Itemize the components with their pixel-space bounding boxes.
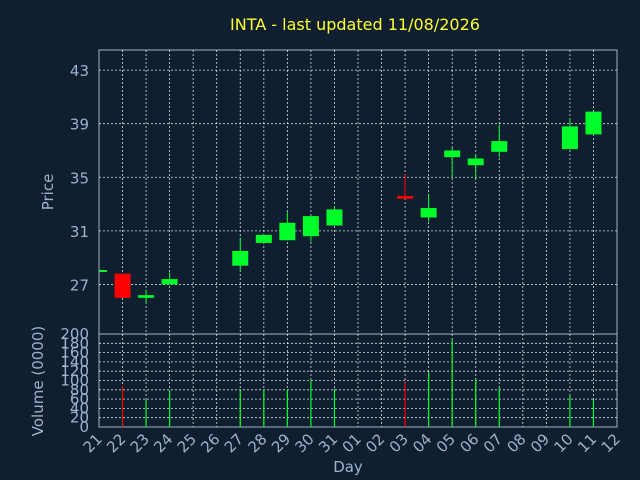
x-tick-label: 24 (150, 430, 176, 456)
x-tick-label: 01 (339, 430, 365, 456)
volume-tick-label: 100 (60, 372, 89, 390)
volume-panel: 0204060801001201401601802002122232425262… (60, 325, 623, 456)
price-candle (114, 273, 131, 298)
price-candle (302, 216, 319, 237)
price-candle (420, 208, 437, 218)
price-candle (138, 295, 155, 298)
x-tick-label: 05 (433, 430, 459, 456)
x-tick-label: 07 (480, 430, 506, 456)
volume-tick-label: 160 (60, 344, 89, 362)
x-tick-label: 06 (456, 430, 482, 456)
x-axis-label: Day (333, 458, 363, 476)
volume-tick-label: 120 (60, 362, 89, 380)
price-candle (397, 196, 414, 199)
x-tick-label: 10 (551, 430, 577, 456)
volume-axis-label: Volume (0000) (29, 326, 47, 436)
price-candle (255, 234, 272, 243)
x-tick-label: 23 (127, 430, 153, 456)
price-panel: 27 31 35 39 43 (70, 49, 618, 335)
price-tick-label: 27 (70, 276, 89, 294)
x-tick-label: 28 (244, 430, 270, 456)
volume-tick-label: 60 (70, 390, 89, 408)
x-tick-label: 29 (268, 430, 294, 456)
price-tick-label: 39 (70, 116, 89, 134)
price-candle (161, 279, 178, 285)
volume-tick-label: 140 (60, 353, 89, 371)
price-candle (585, 111, 602, 135)
volume-tick-label: 40 (70, 399, 89, 417)
price-tick-label: 35 (70, 169, 89, 187)
volume-tick-label: 200 (60, 325, 89, 343)
price-candle (491, 141, 508, 152)
x-tick-label: 03 (386, 430, 412, 456)
x-tick-label: 12 (598, 430, 624, 456)
chart-title: INTA - last updated 11/08/2026 (230, 15, 480, 34)
price-tick-label: 31 (70, 223, 89, 241)
x-tick-label: 11 (574, 430, 600, 456)
x-tick-label: 26 (197, 430, 223, 456)
price-tick-label: 43 (70, 62, 89, 80)
x-tick-label: 27 (221, 430, 247, 456)
x-tick-label: 04 (409, 430, 435, 456)
x-tick-label: 02 (362, 430, 388, 456)
x-tick-label: 25 (174, 430, 200, 456)
volume-tick-label: 20 (70, 409, 89, 427)
price-candle (326, 209, 343, 226)
price-candle (232, 250, 249, 266)
x-tick-label: 31 (315, 430, 341, 456)
price-axis-label: Price (39, 174, 57, 211)
price-candle (467, 158, 484, 166)
volume-tick-label: 0 (79, 418, 89, 436)
price-candle (561, 126, 578, 150)
price-candle (279, 222, 296, 241)
price-candle (444, 150, 461, 158)
x-tick-label: 08 (503, 430, 529, 456)
x-tick-label: 09 (527, 430, 553, 456)
volume-tick-label: 80 (70, 381, 89, 399)
x-tick-label: 30 (292, 430, 318, 456)
x-tick-label: 22 (103, 430, 129, 456)
volume-tick-label: 180 (60, 334, 89, 352)
